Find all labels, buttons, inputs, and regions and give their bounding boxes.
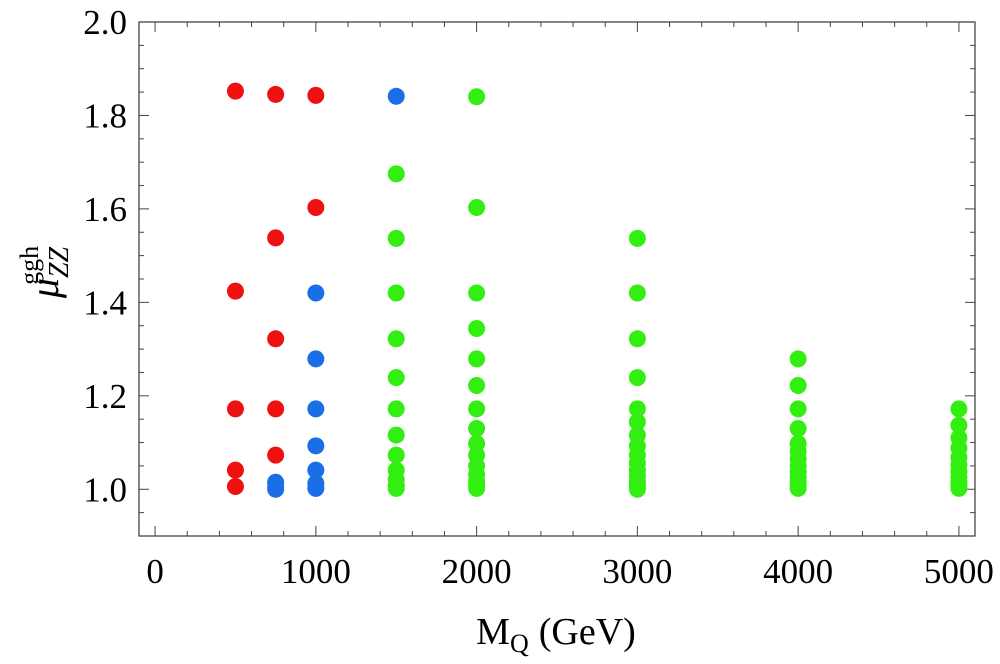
data-point-green	[789, 350, 807, 368]
data-point-red	[226, 400, 244, 418]
data-point-red	[267, 400, 285, 418]
y-tick-label: 1.6	[83, 190, 127, 229]
data-point-green	[789, 377, 807, 395]
data-point-green	[789, 479, 807, 497]
data-point-green	[628, 400, 646, 418]
data-point-green	[628, 413, 646, 431]
data-point-blue	[307, 400, 325, 418]
data-point-red	[226, 282, 244, 300]
x-tick-label: 4000	[763, 552, 833, 591]
y-tick-label: 1.2	[83, 377, 127, 416]
data-point-red	[226, 82, 244, 100]
data-point-green	[387, 400, 405, 418]
data-point-green	[950, 400, 968, 418]
x-tick-label: 2000	[442, 552, 512, 591]
data-point-green	[468, 377, 486, 395]
data-point-red	[267, 330, 285, 348]
svg-text:μZZggh: μZZggh	[15, 246, 75, 299]
x-tick-labels: 0 1000 2000 3000 4000 5000	[146, 552, 994, 591]
data-point-green	[468, 350, 486, 368]
data-point-green	[628, 284, 646, 302]
data-point-blue	[307, 461, 325, 479]
tick-marks	[139, 21, 975, 537]
data-point-green	[468, 199, 486, 217]
data-point-green	[387, 165, 405, 183]
data-point-green	[468, 284, 486, 302]
x-axis-label-sub: Q	[510, 629, 529, 658]
y-axis-label-sub: ZZ	[44, 246, 75, 278]
data-point-green	[789, 400, 807, 418]
y-tick-label: 2.0	[83, 3, 127, 42]
data-point-green	[387, 369, 405, 387]
data-point-blue	[307, 350, 325, 368]
y-axis-label: μZZggh	[15, 246, 75, 299]
data-point-green	[387, 284, 405, 302]
data-point-green	[628, 369, 646, 387]
data-point-green	[468, 88, 486, 106]
data-point-blue	[307, 437, 325, 455]
data-point-green	[950, 416, 968, 434]
data-point-green	[468, 400, 486, 418]
data-point-green	[950, 479, 968, 497]
x-tick-label: 3000	[602, 552, 672, 591]
data-point-red	[226, 477, 244, 495]
data-point-red	[267, 85, 285, 103]
y-axis-label-symbol: μ	[22, 278, 67, 299]
data-point-red	[267, 229, 285, 247]
data-point-green	[628, 480, 646, 498]
data-points	[226, 82, 968, 498]
data-point-green	[387, 479, 405, 497]
data-point-green	[387, 330, 405, 348]
x-tick-label: 5000	[924, 552, 994, 591]
data-point-green	[468, 320, 486, 338]
data-point-green	[387, 229, 405, 247]
data-point-blue	[387, 87, 405, 105]
y-tick-labels: 1.0 1.2 1.4 1.6 1.8 2.0	[83, 3, 127, 509]
x-axis-label: MQ (GeV)	[476, 611, 636, 658]
y-tick-label: 1.8	[83, 96, 127, 135]
data-point-red	[307, 199, 325, 217]
data-point-red	[226, 461, 244, 479]
data-point-green	[468, 479, 486, 497]
x-axis-label-unit: (GeV)	[539, 611, 636, 653]
data-point-green	[789, 420, 807, 438]
data-point-red	[267, 446, 285, 464]
y-tick-label: 1.0	[83, 470, 127, 509]
data-point-green	[387, 446, 405, 464]
data-point-blue	[307, 479, 325, 497]
x-tick-label: 1000	[281, 552, 351, 591]
data-point-green	[387, 426, 405, 444]
data-point-red	[307, 86, 325, 104]
x-tick-label: 0	[146, 552, 164, 591]
data-point-green	[628, 330, 646, 348]
data-point-blue	[307, 284, 325, 302]
y-tick-label: 1.4	[83, 283, 127, 322]
data-point-green	[468, 434, 486, 452]
data-point-green	[468, 420, 486, 438]
data-point-green	[628, 229, 646, 247]
plot-frame	[138, 21, 976, 537]
y-axis-label-sup: ggh	[15, 246, 44, 285]
x-axis-label-main: M	[476, 611, 510, 653]
data-point-blue	[267, 480, 285, 498]
